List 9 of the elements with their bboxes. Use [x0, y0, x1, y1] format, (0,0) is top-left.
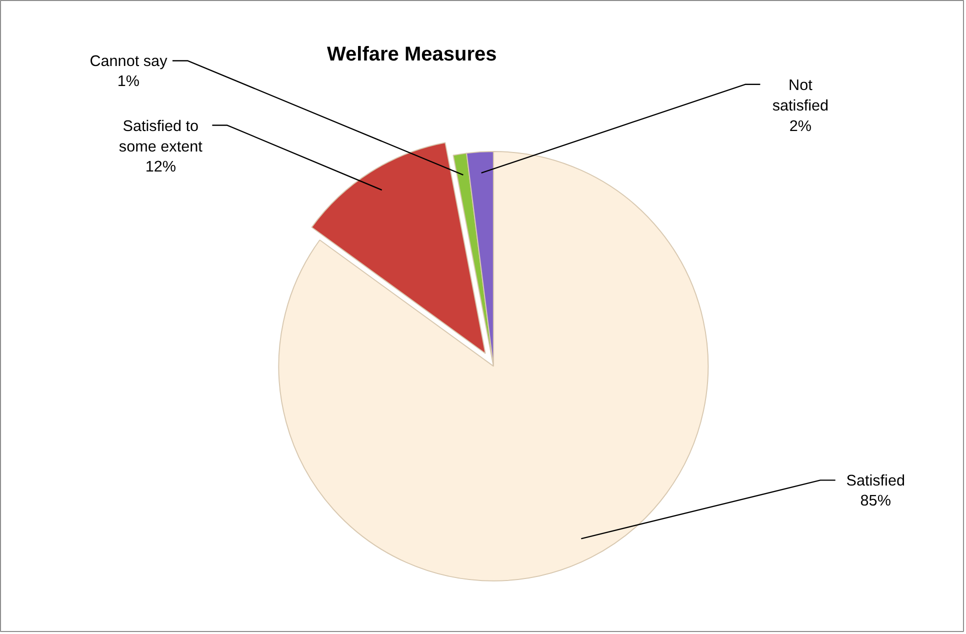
slice-label: Cannot say — [90, 52, 168, 70]
slice-label: Satisfied — [846, 472, 906, 490]
data-label: 85% — [860, 492, 892, 510]
chart-title: Welfare Measures — [327, 43, 497, 66]
slice-label: Not satisfied — [772, 77, 829, 114]
slice-label: Satisfied to some extent — [118, 118, 204, 156]
data-label: 2% — [789, 118, 812, 135]
data-label: 1% — [117, 73, 140, 90]
data-label: 12% — [145, 158, 176, 176]
